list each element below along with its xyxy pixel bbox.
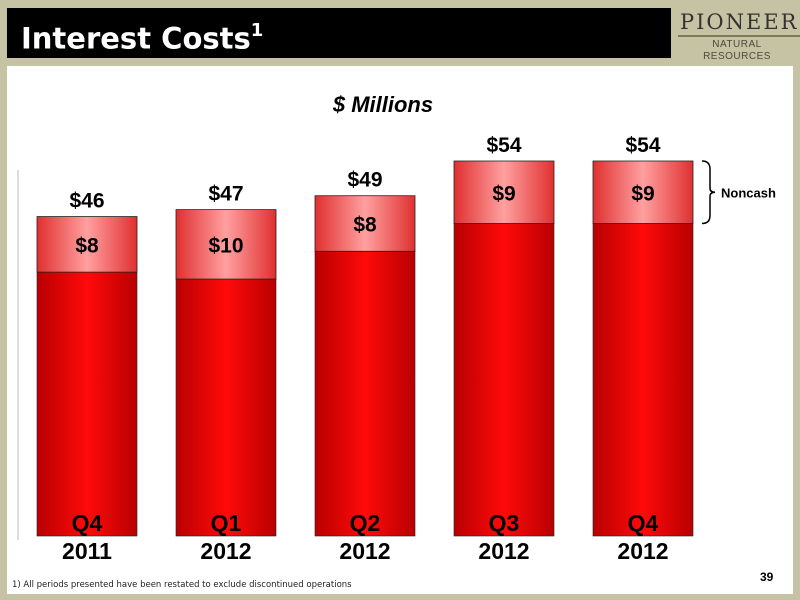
bracket-shape	[701, 160, 716, 225]
noncash-label: Noncash	[721, 185, 776, 200]
noncash-label-4: $9	[631, 182, 654, 205]
noncash-label-3: $9	[492, 182, 515, 205]
bar-noncash-2	[314, 195, 416, 252]
x-tick-year-4: 2012	[617, 538, 668, 564]
title-bar: Interest Costs1	[7, 8, 671, 58]
noncash-bracket: Noncash	[701, 160, 776, 225]
logo-main-text: PIONEER	[678, 10, 800, 37]
x-tick-quarter-3: Q3	[489, 510, 520, 536]
noncash-label-0: $8	[75, 234, 99, 257]
total-label-4: $54	[625, 134, 660, 157]
x-tick-year-0: 2011	[62, 538, 112, 564]
total-label-3: $54	[486, 134, 521, 157]
noncash-label-1: $10	[208, 234, 243, 257]
chart-title: $ Millions	[332, 92, 433, 117]
bar-cash-1	[175, 278, 277, 537]
bars-group: $8$46Q42011$10$47Q12012$8$49Q22012$9$54Q…	[36, 134, 694, 564]
total-label-2: $49	[347, 169, 382, 192]
bar-noncash-0	[36, 216, 138, 273]
bar-noncash-3	[453, 160, 555, 224]
bar-cash-2	[314, 250, 416, 537]
bar-cash-0	[36, 271, 138, 537]
page-number: 39	[760, 570, 774, 584]
footnote: 1) All periods presented have been resta…	[12, 580, 352, 590]
bar-noncash-4	[592, 160, 694, 224]
x-tick-quarter-1: Q1	[211, 510, 242, 536]
x-tick-quarter-2: Q2	[350, 510, 381, 536]
x-tick-quarter-0: Q4	[72, 510, 103, 536]
bar-cash-4	[592, 223, 694, 537]
noncash-label-2: $8	[353, 214, 377, 237]
bar-cash-3	[453, 223, 555, 537]
total-label-0: $46	[69, 190, 104, 213]
title-superscript: 1	[250, 20, 264, 41]
x-tick-year-1: 2012	[200, 538, 251, 564]
logo-sub-text: NATURAL RESOURCES	[703, 39, 771, 62]
x-tick-year-2: 2012	[339, 538, 390, 564]
x-tick-quarter-4: Q4	[628, 510, 659, 536]
total-label-1: $47	[208, 183, 243, 206]
pioneer-logo: PIONEER NATURAL RESOURCES	[678, 10, 800, 62]
bar-noncash-1	[175, 209, 277, 280]
x-tick-year-3: 2012	[478, 538, 529, 564]
slide-title: Interest Costs1	[21, 16, 263, 56]
title-text: Interest Costs	[21, 21, 251, 56]
